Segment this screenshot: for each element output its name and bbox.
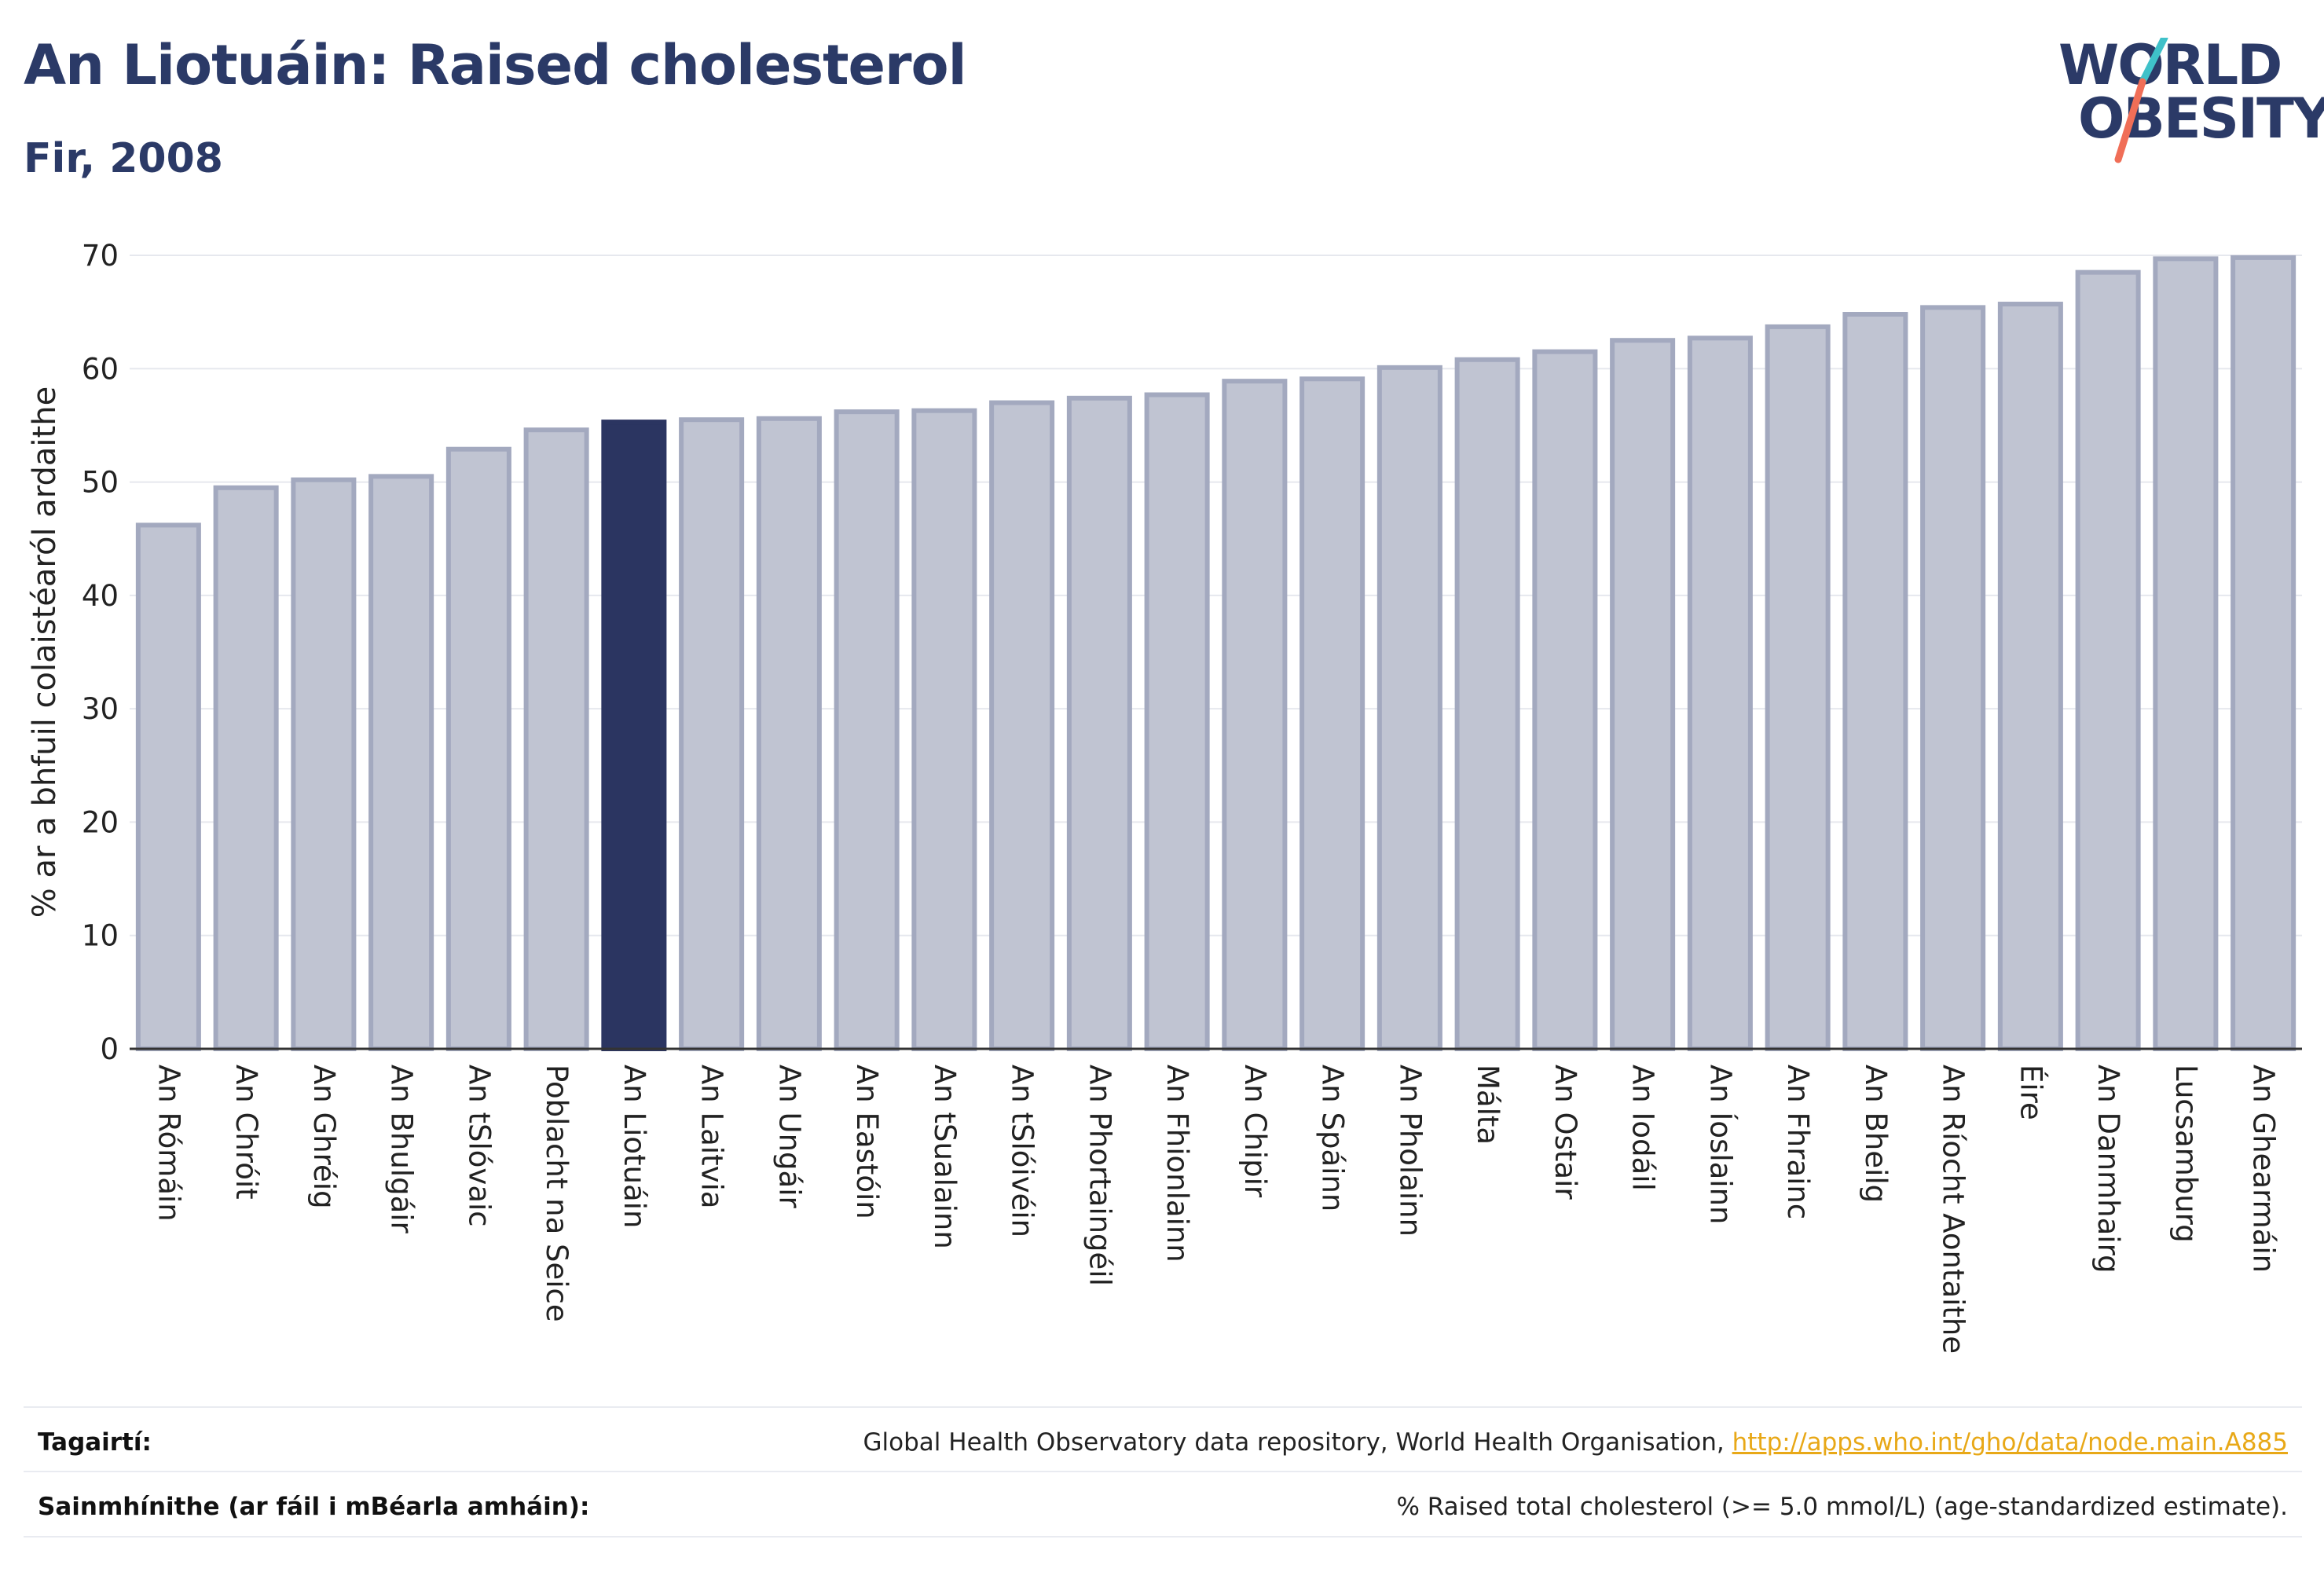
bar-14[interactable] <box>1222 379 1288 1051</box>
x-tick-label: An tSualainn <box>928 1065 962 1249</box>
bar-26[interactable] <box>2153 256 2219 1052</box>
x-tick-label: An Eastóin <box>850 1065 884 1219</box>
definitions-row: Sainmhínithe (ar fáil i mBéarla amháin):… <box>24 1471 2302 1535</box>
bar-8[interactable] <box>756 416 822 1051</box>
x-tick-label: An Laitvia <box>695 1065 729 1208</box>
references-value: Global Health Observatory data repositor… <box>863 1428 2288 1457</box>
x-tick-label: An Fhrainc <box>1781 1065 1815 1219</box>
x-tick-label: An tSlóivéin <box>1006 1065 1039 1237</box>
y-tick-label: 20 <box>82 805 119 839</box>
references-label: Tagairtí: <box>38 1428 152 1457</box>
world-obesity-logo[interactable]: WORLD OBESITY <box>2055 33 2324 171</box>
bar-5[interactable] <box>523 427 589 1051</box>
bar-3[interactable] <box>368 474 434 1051</box>
chart-subtitle: Fir, 2008 <box>24 135 223 182</box>
x-tick-label: Lucsamburg <box>2169 1065 2203 1243</box>
x-axis-tick-labels: An Rómáin An Chróit An Ghréig An Bhulgáir An… <box>152 1065 2280 1354</box>
bar-16[interactable] <box>1376 365 1442 1052</box>
y-tick-label: 60 <box>82 352 119 386</box>
x-tick-label: Málta <box>1471 1065 1505 1145</box>
references-link[interactable]: http://apps.who.int/gho/data/node.main.A… <box>1732 1428 2288 1457</box>
bar-13[interactable] <box>1144 392 1210 1051</box>
x-tick-label: An Ríocht Aontaithe <box>1937 1065 1970 1354</box>
bar-11[interactable] <box>989 400 1055 1051</box>
x-tick-label: An Ungáir <box>772 1065 806 1208</box>
bar-18[interactable] <box>1532 349 1598 1051</box>
x-tick-label: An Phortaingéil <box>1083 1065 1116 1286</box>
x-tick-label: An Pholainn <box>1393 1065 1427 1237</box>
x-tick-label: An Ghréig <box>307 1065 341 1209</box>
y-axis-ticks: 0 10 20 30 40 50 60 70 <box>82 239 119 1066</box>
logo-word-obesity: OBESITY <box>2078 86 2324 151</box>
x-tick-label: An Rómáin <box>152 1065 185 1222</box>
x-tick-label: An Íoslainn <box>1703 1065 1738 1224</box>
bar-21[interactable] <box>1765 324 1831 1051</box>
bars <box>135 255 2297 1052</box>
y-tick-label: 70 <box>82 239 119 273</box>
bar-6[interactable] <box>601 420 667 1051</box>
bar-7[interactable] <box>679 417 745 1051</box>
y-tick-label: 0 <box>100 1032 119 1066</box>
bar-27[interactable] <box>2231 255 2297 1051</box>
x-tick-label: An Ghearmáin <box>2247 1065 2281 1273</box>
logo-slash-icon <box>2114 38 2168 163</box>
y-tick-label: 10 <box>82 919 119 953</box>
y-tick-label: 50 <box>82 466 119 500</box>
bar-0[interactable] <box>135 522 201 1051</box>
x-tick-label: An Fhionlainn <box>1160 1065 1194 1263</box>
x-tick-label: An Spáinn <box>1316 1065 1350 1211</box>
x-tick-label: Éire <box>2014 1065 2048 1120</box>
bar-15[interactable] <box>1299 376 1365 1051</box>
bar-2[interactable] <box>291 477 357 1051</box>
bar-22[interactable] <box>1842 312 1908 1051</box>
definitions-value: % Raised total cholesterol (>= 5.0 mmol/… <box>1396 1493 2288 1521</box>
bar-1[interactable] <box>213 485 279 1051</box>
bar-9[interactable] <box>834 409 900 1051</box>
references-row: Tagairtí: Global Health Observatory data… <box>24 1406 2302 1471</box>
bar-25[interactable] <box>2075 269 2141 1051</box>
chart-title: An Liotuáin: Raised cholesterol <box>24 33 967 97</box>
bar-10[interactable] <box>911 408 977 1051</box>
y-tick-label: 30 <box>82 692 119 726</box>
x-tick-label: An Chróit <box>229 1065 263 1200</box>
bar-12[interactable] <box>1066 395 1132 1051</box>
y-axis-label: % ar a bhfuil colaistéaról ardaithe <box>27 387 63 918</box>
bar-20[interactable] <box>1687 335 1753 1052</box>
x-tick-label: An Chipir <box>1238 1065 1272 1198</box>
x-tick-label: An Ostair <box>1549 1065 1582 1200</box>
x-tick-label: An Bhulgáir <box>385 1065 419 1234</box>
bar-chart: 0 10 20 30 40 50 60 70 An Rómáin An Chróit An Ghr… <box>27 239 2302 1354</box>
bar-17[interactable] <box>1454 357 1520 1051</box>
x-tick-label: An Bheilg <box>1859 1065 1893 1203</box>
footer-divider <box>24 1536 2302 1538</box>
x-tick-label: An Liotuáin <box>618 1065 651 1228</box>
bar-4[interactable] <box>445 446 511 1051</box>
references-text: Global Health Observatory data repositor… <box>863 1428 1732 1457</box>
x-tick-label: An tSlóvaic <box>462 1065 496 1227</box>
bar-23[interactable] <box>1920 305 1986 1052</box>
bar-24[interactable] <box>1997 302 2063 1051</box>
logo-word-world: WORLD <box>2058 33 2282 97</box>
bar-19[interactable] <box>1610 338 1676 1051</box>
y-tick-label: 40 <box>82 579 119 613</box>
x-tick-label: An Danmhairg <box>2091 1065 2125 1274</box>
x-tick-label: An Iodáil <box>1626 1065 1660 1191</box>
definitions-label: Sainmhínithe (ar fáil i mBéarla amháin): <box>38 1493 590 1521</box>
x-tick-label: Poblacht na Seice <box>540 1065 574 1322</box>
